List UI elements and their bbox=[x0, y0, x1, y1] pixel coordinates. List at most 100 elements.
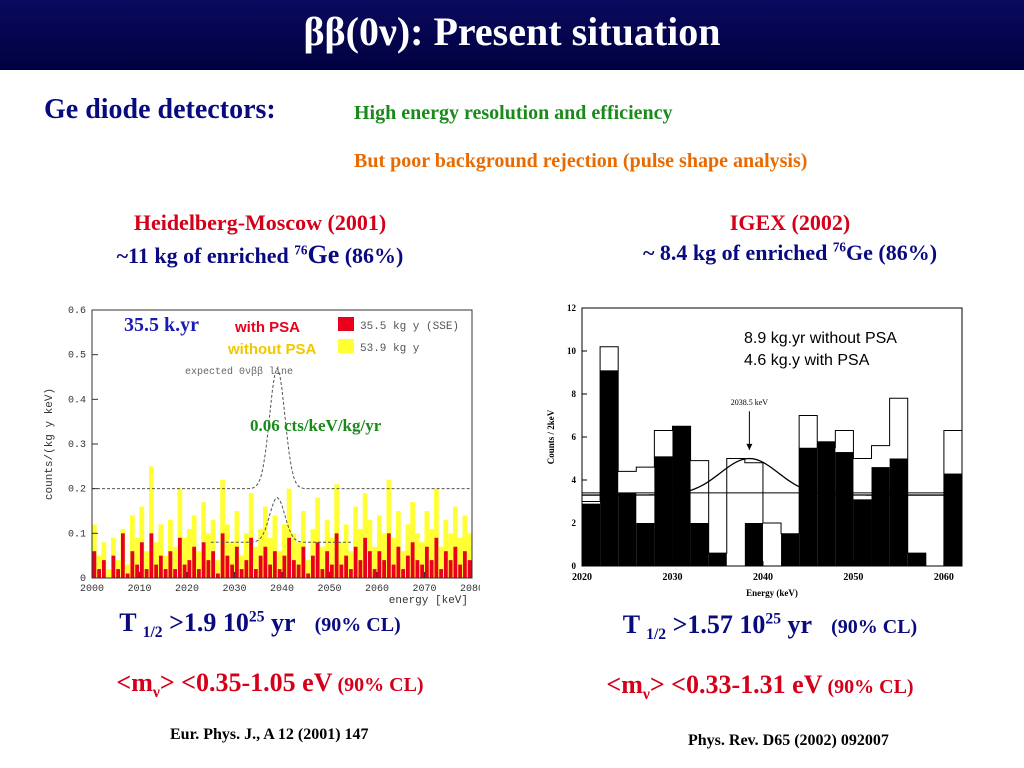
bar-with-psa bbox=[453, 546, 458, 578]
bar-without-psa bbox=[438, 546, 444, 578]
bar-with-psa bbox=[334, 533, 339, 578]
bar-without-psa bbox=[239, 555, 244, 578]
bar-with-psa bbox=[230, 564, 235, 578]
bar-without-psa bbox=[215, 560, 221, 578]
background-rate-label: 0.06 cts/keV/kg/yr bbox=[250, 416, 382, 435]
bar-without-psa bbox=[305, 560, 311, 578]
bar-with-psa bbox=[125, 573, 130, 578]
bar-with-psa bbox=[405, 555, 410, 578]
right-mass: ~ 8.4 kg of enriched 76Ge (86%) bbox=[560, 240, 1020, 266]
x-tick-label: 2060 bbox=[365, 584, 389, 595]
point-orange: But poor background rejection (pulse sha… bbox=[354, 150, 808, 172]
bar-with-psa bbox=[401, 569, 406, 578]
bar-without-psa bbox=[339, 542, 344, 578]
bar-with-psa bbox=[182, 564, 187, 578]
bar-with-psa bbox=[410, 542, 415, 578]
y-axis-label: Counts / 2keV bbox=[546, 409, 556, 464]
x-tick-label: 2000 bbox=[80, 584, 104, 595]
left-m-cl: (90% CL) bbox=[332, 674, 424, 696]
point-green: High energy resolution and efficiency bbox=[354, 102, 673, 124]
bar-with-psa bbox=[139, 542, 144, 578]
bar-without-psa bbox=[415, 533, 420, 578]
x-axis-label: Energy (keV) bbox=[746, 588, 798, 598]
bar-with-psa bbox=[315, 542, 320, 578]
bar-without-psa bbox=[272, 515, 278, 578]
histogram-without-psa-outline bbox=[581, 346, 963, 567]
bar-with-psa bbox=[116, 569, 121, 578]
bar-without-psa bbox=[448, 533, 453, 578]
bar-with-psa bbox=[363, 537, 368, 578]
x-tick-label: 2020 bbox=[572, 572, 592, 583]
y-axis-label: counts/(kg y keV) bbox=[44, 388, 56, 500]
bar-without-psa bbox=[453, 506, 458, 578]
left-mass-prefix: ~11 kg of enriched bbox=[116, 243, 295, 268]
bar-without-psa bbox=[358, 528, 363, 578]
right-t-cl: (90% CL) bbox=[831, 616, 918, 638]
bar-without-psa bbox=[410, 502, 415, 578]
bar-without-psa bbox=[229, 542, 235, 578]
bar-with-psa bbox=[239, 569, 244, 578]
legend-with-psa-swatch bbox=[338, 317, 354, 331]
y-tick-label: 12 bbox=[567, 303, 577, 313]
right-mass-prefix: ~ 8.4 kg of enriched bbox=[642, 240, 833, 265]
bar-with-psa bbox=[201, 542, 206, 578]
bar-without-psa bbox=[144, 551, 149, 578]
left-m-sub: ν bbox=[152, 684, 160, 702]
bar-with-psa bbox=[97, 569, 102, 578]
bar-without-psa bbox=[206, 533, 211, 578]
left-t-prefix: T bbox=[119, 608, 143, 637]
left-mass-pct: (86%) bbox=[339, 243, 404, 268]
bar-without-psa bbox=[372, 546, 377, 578]
bar-with-psa bbox=[781, 533, 800, 566]
bar-with-psa bbox=[192, 546, 197, 578]
bar-with-psa bbox=[325, 551, 330, 578]
bar-without-psa bbox=[329, 537, 335, 578]
left-t-exp: 25 bbox=[248, 608, 265, 626]
y-tick-label: 0.2 bbox=[68, 485, 86, 496]
bar-without-psa bbox=[267, 537, 273, 578]
bar-without-psa bbox=[419, 542, 425, 578]
left-mass-limit: <mν> <0.35-1.05 eV (90% CL) bbox=[40, 668, 500, 702]
bar-with-psa bbox=[462, 551, 467, 578]
left-mass: ~11 kg of enriched 76Ge (86%) bbox=[40, 240, 480, 270]
bar-without-psa bbox=[225, 524, 230, 578]
bar-without-psa bbox=[400, 551, 406, 578]
x-tick-label: 2040 bbox=[270, 584, 294, 595]
bar-with-psa bbox=[367, 551, 372, 578]
bar-with-psa bbox=[358, 560, 363, 578]
bar-with-psa bbox=[268, 564, 273, 578]
expected-line-curve-without-psa bbox=[92, 366, 472, 490]
bar-without-psa bbox=[301, 511, 306, 578]
bar-without-psa bbox=[149, 466, 154, 578]
right-reference: Phys. Rev. D65 (2002) 092007 bbox=[688, 732, 889, 749]
bar-with-psa bbox=[196, 569, 201, 578]
bar-without-psa bbox=[391, 537, 396, 578]
bar-without-psa bbox=[277, 551, 282, 578]
bar-without-psa bbox=[324, 519, 330, 578]
legend-with-psa-value: 35.5 kg y (SSE) bbox=[360, 321, 459, 333]
right-mass-iso: 76 bbox=[832, 239, 847, 255]
bar-without-psa bbox=[153, 542, 159, 578]
bar-with-psa bbox=[871, 467, 890, 566]
bar-without-psa bbox=[462, 515, 468, 578]
left-m-prefix: <m bbox=[116, 668, 153, 697]
bar-with-psa bbox=[600, 370, 619, 566]
bar-without-psa bbox=[762, 523, 782, 566]
bar-without-psa bbox=[177, 488, 183, 578]
right-t-exp: 25 bbox=[765, 610, 782, 628]
expected-line-curve-with-psa bbox=[210, 496, 354, 543]
y-tick-label: 10 bbox=[567, 346, 577, 356]
bar-with-psa bbox=[301, 546, 306, 578]
bar-with-psa bbox=[382, 560, 387, 578]
bar-with-psa bbox=[320, 569, 325, 578]
right-heading: IGEX (2002) bbox=[729, 210, 851, 235]
bar-with-psa bbox=[424, 546, 429, 578]
bar-with-psa bbox=[92, 551, 97, 578]
y-tick-label: 0.3 bbox=[68, 440, 86, 451]
igex-annotation: 8.9 kg.yr without PSA 4.6 kg.y with PSA bbox=[742, 328, 899, 372]
x-tick-label: 2050 bbox=[843, 572, 863, 583]
bar-without-psa bbox=[315, 497, 320, 578]
left-mass-el: Ge bbox=[307, 240, 340, 269]
bar-with-psa bbox=[158, 555, 163, 578]
bar-with-psa bbox=[130, 551, 135, 578]
